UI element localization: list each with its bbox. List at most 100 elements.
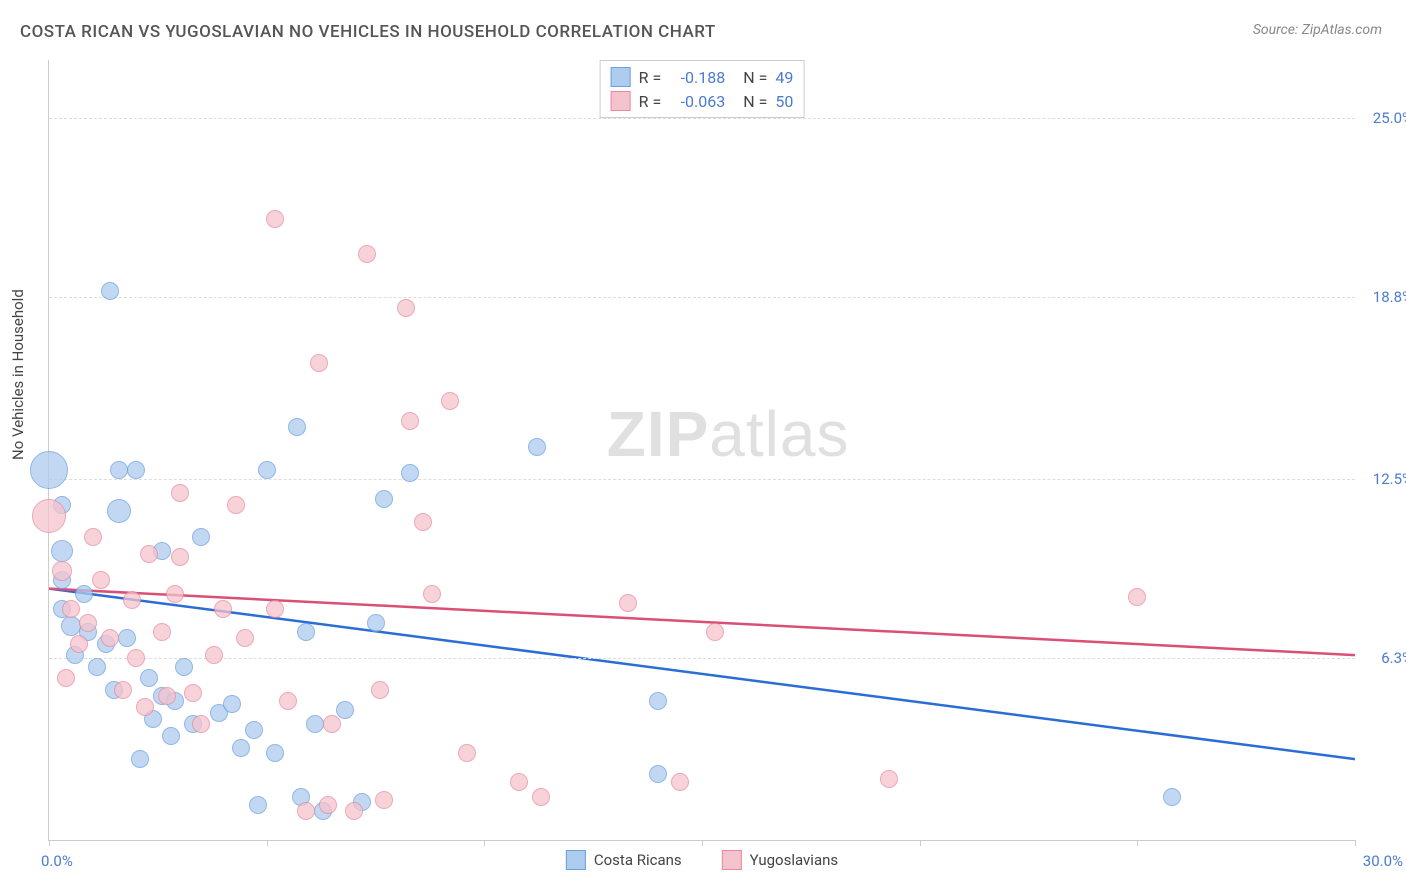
data-point [110, 461, 128, 479]
data-point [397, 299, 415, 317]
y-tick-label: 25.0% [1373, 109, 1406, 127]
r-value-1: -0.063 [669, 92, 725, 111]
data-point [423, 585, 441, 603]
data-point [232, 739, 250, 757]
gridline [49, 297, 1355, 298]
data-point [236, 629, 254, 647]
plot-area: ZIPatlas R = -0.188 N = 49 R = -0.063 N … [48, 60, 1355, 841]
data-point [319, 796, 337, 814]
data-point [532, 788, 550, 806]
x-axis-min-label: 0.0% [41, 852, 73, 870]
data-point [227, 496, 245, 514]
gridline [49, 479, 1355, 480]
swatch-series-1 [611, 91, 631, 111]
r-label-0: R = [639, 68, 662, 87]
x-tick [49, 840, 50, 846]
data-point [510, 773, 528, 791]
legend-swatch-1 [722, 850, 742, 870]
y-axis-label: No Vehicles in Household [9, 289, 27, 460]
x-tick [267, 840, 268, 846]
data-point [127, 649, 145, 667]
data-point [258, 461, 276, 479]
data-point [266, 744, 284, 762]
y-tick-label: 6.3% [1381, 649, 1406, 667]
data-point [123, 591, 141, 609]
x-tick [920, 840, 921, 846]
data-point [649, 692, 667, 710]
data-point [75, 585, 93, 603]
data-point [375, 490, 393, 508]
x-tick [702, 840, 703, 846]
x-tick [1355, 840, 1356, 846]
legend-swatch-0 [566, 850, 586, 870]
data-point [175, 658, 193, 676]
data-point [32, 499, 66, 533]
data-point [162, 727, 180, 745]
bottom-legend: Costa Ricans Yugoslavians [566, 850, 838, 870]
data-point [70, 635, 88, 653]
data-point [140, 669, 158, 687]
data-point [401, 412, 419, 430]
data-point [171, 548, 189, 566]
legend-label-0: Costa Ricans [594, 851, 682, 869]
data-point [306, 715, 324, 733]
n-value-1: 50 [775, 92, 793, 111]
chart-title: COSTA RICAN VS YUGOSLAVIAN NO VEHICLES I… [20, 22, 716, 42]
legend-item-series-0: Costa Ricans [566, 850, 682, 870]
data-point [171, 484, 189, 502]
data-point [153, 623, 171, 641]
data-point [706, 623, 724, 641]
data-point [401, 464, 419, 482]
data-point [101, 282, 119, 300]
gridline [49, 118, 1355, 119]
data-point [1163, 788, 1181, 806]
data-point [107, 499, 131, 523]
data-point [158, 687, 176, 705]
data-point [649, 765, 667, 783]
legend-label-1: Yugoslavians [750, 851, 839, 869]
data-point [375, 791, 393, 809]
data-point [192, 715, 210, 733]
data-point [223, 695, 241, 713]
y-tick-label: 18.8% [1373, 288, 1406, 306]
x-tick [1137, 840, 1138, 846]
swatch-series-0 [611, 67, 631, 87]
data-point [127, 461, 145, 479]
data-point [166, 585, 184, 603]
data-point [619, 594, 637, 612]
data-point [92, 571, 110, 589]
x-tick [484, 840, 485, 846]
data-point [297, 623, 315, 641]
data-point [245, 721, 263, 739]
data-point [57, 669, 75, 687]
data-point [358, 245, 376, 263]
data-point [140, 545, 158, 563]
data-point [297, 802, 315, 820]
legend-item-series-1: Yugoslavians [722, 850, 839, 870]
source-label: Source: ZipAtlas.com [1253, 22, 1382, 38]
data-point [880, 770, 898, 788]
data-point [266, 600, 284, 618]
stats-row-series-1: R = -0.063 N = 50 [611, 89, 794, 113]
r-label-1: R = [639, 92, 662, 111]
data-point [345, 802, 363, 820]
data-point [84, 528, 102, 546]
gridline [49, 658, 1355, 659]
data-point [1128, 588, 1146, 606]
data-point [79, 614, 97, 632]
data-point [458, 744, 476, 762]
data-point [101, 629, 119, 647]
data-point [192, 528, 210, 546]
data-point [310, 354, 328, 372]
n-value-0: 49 [775, 68, 793, 87]
stats-row-series-0: R = -0.188 N = 49 [611, 65, 794, 89]
data-point [205, 646, 223, 664]
data-point [30, 451, 68, 489]
data-point [336, 701, 354, 719]
data-point [88, 658, 106, 676]
data-point [62, 600, 80, 618]
data-point [136, 698, 154, 716]
data-point [266, 210, 284, 228]
data-point [61, 616, 81, 636]
watermark: ZIPatlas [607, 397, 850, 471]
